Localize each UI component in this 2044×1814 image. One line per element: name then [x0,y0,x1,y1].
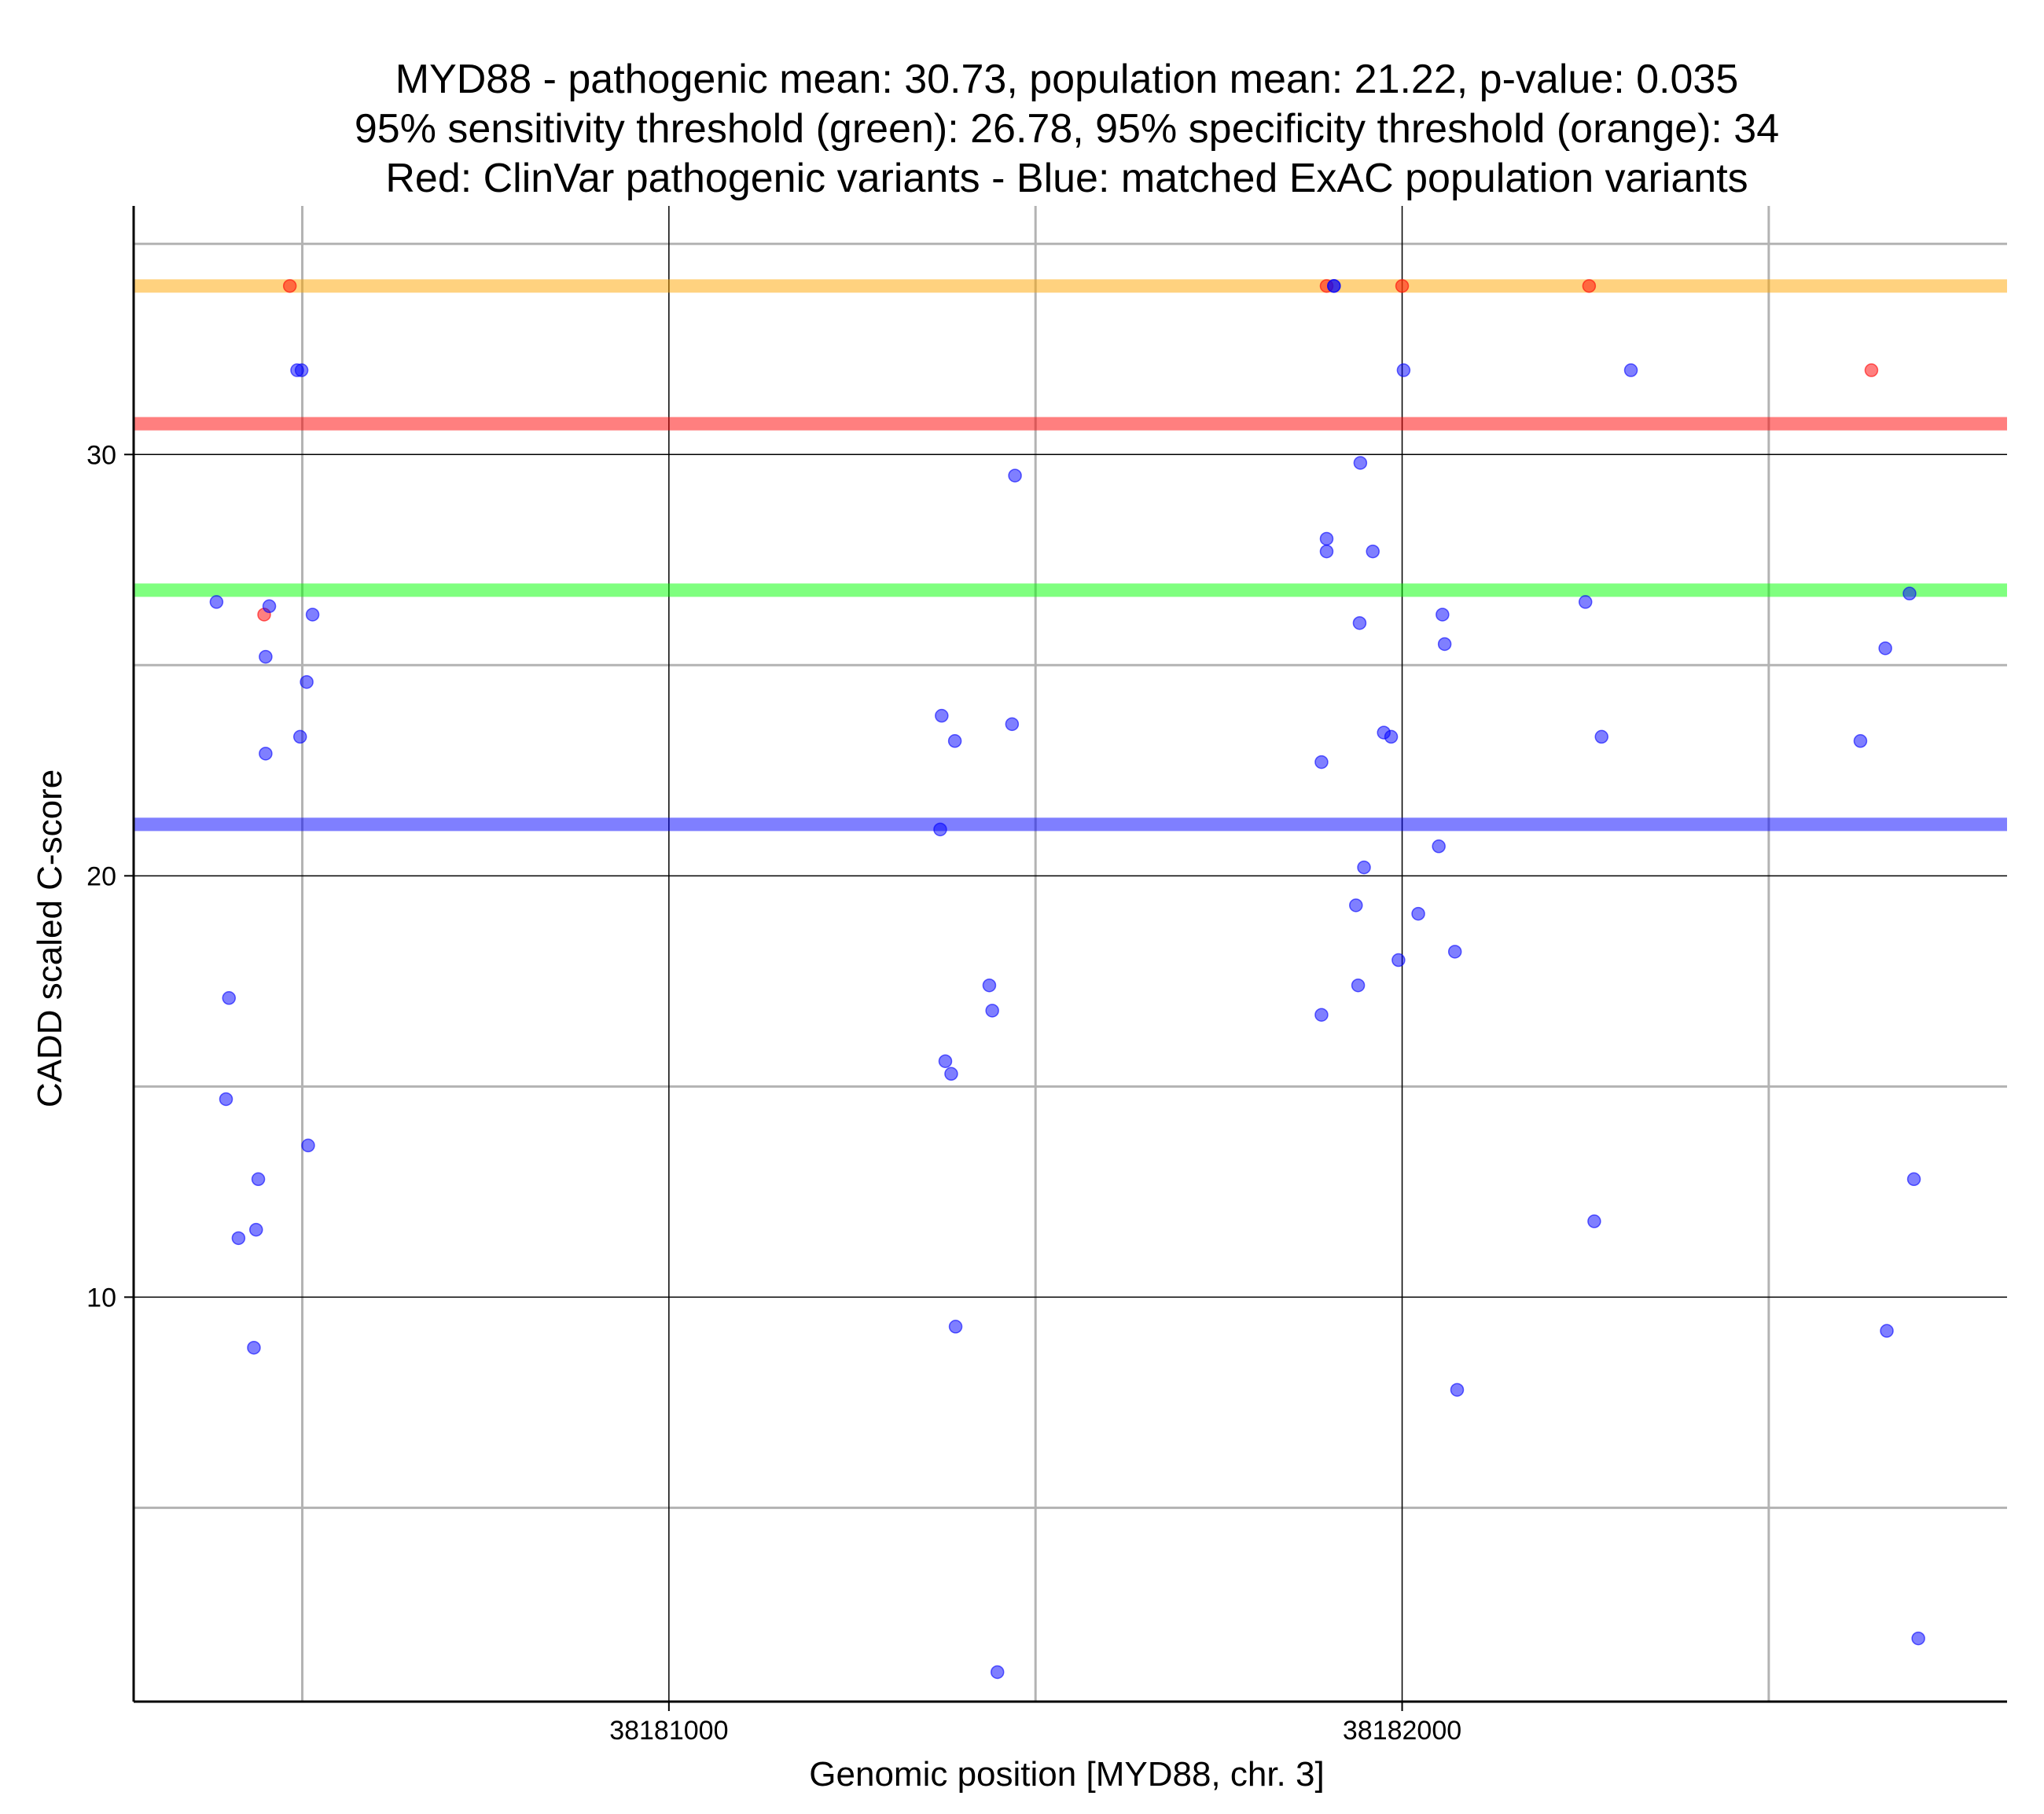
data-point-1-23 [985,1004,999,1018]
data-point-1-28 [1314,1008,1329,1022]
data-point-1-49 [1578,595,1593,609]
data-point-0-3 [1395,279,1410,293]
data-point-0-4 [1582,279,1597,293]
data-points [209,279,1925,1680]
data-point-1-3 [231,1231,246,1246]
data-point-1-15 [294,363,309,377]
data-point-0-0 [282,279,297,293]
data-point-1-42 [1396,363,1411,377]
data-point-0-5 [1864,363,1879,377]
data-point-1-5 [249,1222,263,1237]
data-point-1-6 [251,1172,266,1187]
data-point-1-37 [1357,860,1371,875]
data-point-1-40 [1384,729,1399,744]
data-point-1-10 [292,729,307,744]
data-point-1-38 [1366,544,1380,559]
data-point-1-33 [1349,898,1363,913]
data-point-1-13 [305,608,320,622]
data-point-1-11 [300,674,314,689]
data-point-1-18 [938,1054,953,1068]
data-point-1-43 [1411,906,1425,921]
title-line-1: MYD88 - pathogenic mean: 30.73, populati… [395,57,1738,102]
data-point-1-30 [1319,531,1334,546]
data-point-1-53 [1853,734,1868,748]
tick-labels: 38181000 38182000 10 20 30 [86,440,1461,1746]
data-point-1-2 [219,1092,233,1107]
x-tick-label-0: 38181000 [609,1716,728,1746]
data-point-1-45 [1436,608,1450,622]
data-point-1-47 [1447,945,1462,959]
threshold-lines [134,279,2007,832]
data-point-1-1 [222,991,236,1005]
title-line-3: Red: ClinVar pathogenic variants - Blue:… [385,156,1748,201]
data-point-1-32 [1327,279,1341,293]
title-line-2: 95% sensitivity threshold (green): 26.78… [355,106,1779,152]
x-axis-title: Genomic position [MYD88, chr. 3] [809,1755,1324,1794]
data-point-1-4 [247,1340,261,1355]
data-point-1-7 [259,649,273,664]
y-tick-label-2: 30 [86,440,116,470]
data-point-1-17 [935,708,949,723]
data-point-1-48 [1450,1383,1465,1397]
data-point-1-27 [1314,755,1329,769]
data-point-1-41 [1391,953,1406,968]
data-point-1-54 [1878,641,1892,655]
data-point-1-36 [1353,456,1368,470]
y-tick-label-1: 20 [86,861,116,891]
data-point-1-24 [990,1665,1005,1680]
chart-title: MYD88 - pathogenic mean: 30.73, populati… [355,57,1779,201]
data-point-1-22 [982,978,997,993]
data-point-1-14 [259,747,273,761]
data-point-1-51 [1594,729,1608,744]
data-point-1-46 [1437,637,1452,652]
data-point-1-29 [1319,544,1334,559]
grid-lines [134,206,2007,1702]
data-point-1-0 [209,595,224,609]
data-point-1-16 [933,822,947,837]
data-point-1-57 [1906,1172,1921,1187]
data-point-1-8 [262,599,277,614]
data-point-1-34 [1351,978,1366,993]
x-tick-label-1: 38182000 [1343,1716,1461,1746]
data-point-1-52 [1623,363,1638,377]
data-point-1-35 [1352,615,1367,630]
data-point-1-26 [1008,468,1022,483]
data-point-1-50 [1587,1214,1601,1228]
y-axis-title: CADD scaled C-score [31,769,69,1107]
data-point-1-25 [1005,717,1020,732]
data-point-1-19 [944,1067,958,1081]
y-tick-label-0: 10 [86,1283,116,1313]
data-point-1-12 [301,1138,315,1153]
data-point-1-44 [1432,839,1446,854]
data-point-1-55 [1880,1324,1894,1338]
data-point-1-56 [1902,586,1917,600]
data-point-1-21 [948,1320,963,1334]
data-point-1-20 [947,734,962,748]
data-point-1-58 [1911,1631,1925,1646]
